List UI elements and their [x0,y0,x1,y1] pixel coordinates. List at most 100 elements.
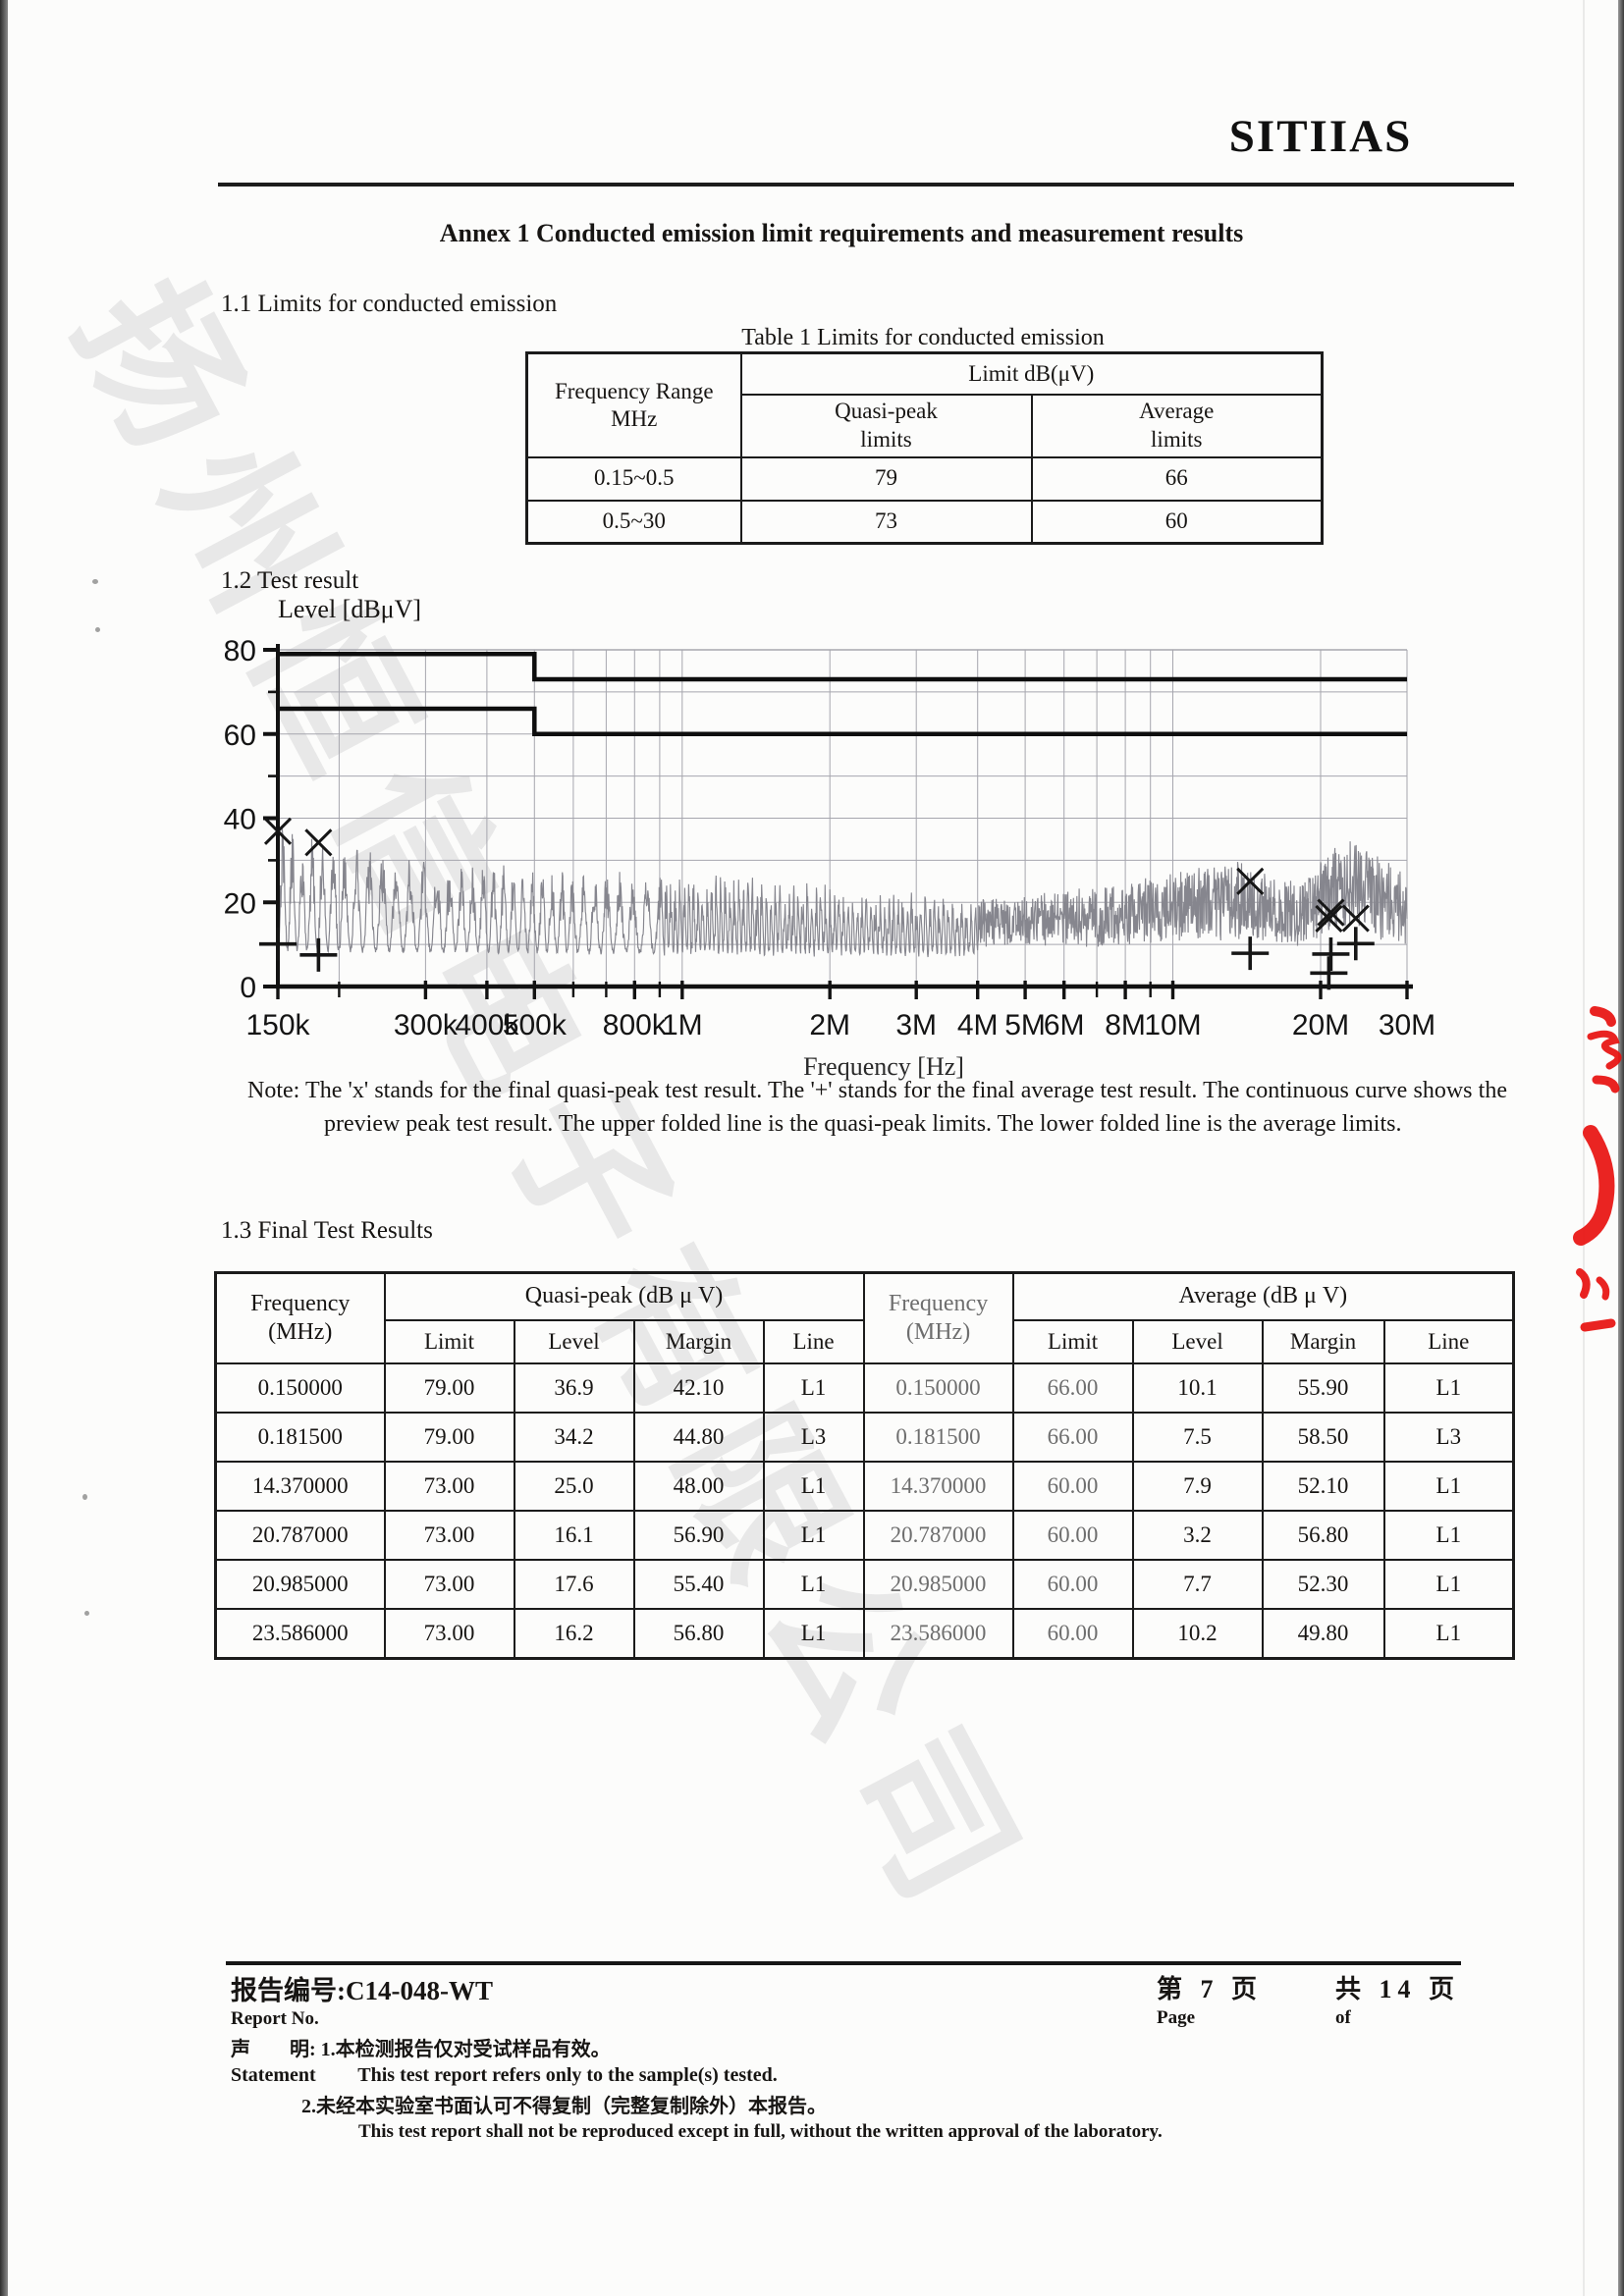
scan-speck [95,627,100,632]
page-title: Annex 1 Conducted emission limit require… [439,219,1244,247]
report-number: 报告编号:C14-048-WT [231,1969,1163,2007]
result-cell: 56.80 [632,1607,765,1659]
y-tick-label: 20 [224,887,256,920]
x-tick-label: 3M [895,1009,937,1041]
final-results-table: Frequency (MHz) Quasi-peak (dB μ V) Freq… [214,1271,1516,1660]
statement-line-zh: 声 明: 1.本检测报告仅对受试样品有效。 [231,2033,1163,2061]
result-cell: 0.150000 [214,1362,386,1414]
report-number-label-en: Report No. [231,2008,319,2029]
x-tick-label: 500k [503,1009,568,1041]
result-cell: 55.40 [632,1558,765,1610]
result-row: 20.985000 73.00 17.6 55.40 L1 20.985000 60.00 7… [214,1558,1515,1610]
result-cell: 66.00 [1011,1362,1134,1414]
result-cell: 7.5 [1131,1411,1264,1463]
result-cell: L1 [762,1509,865,1561]
preview-peak-curve [277,828,1408,958]
y-tick-label: 0 [240,972,256,1004]
quasi-peak-x-marker [263,817,293,845]
footer-statement-block: 报告编号:C14-048-WT Report No. 声 明: 1.本检测报告仅… [231,1969,1163,2143]
result-cell: 73.00 [383,1607,515,1659]
result-cell: 42.10 [632,1362,765,1414]
result-cell: 58.50 [1261,1411,1385,1463]
note-text: Note: The 'x' stands for the final quasi… [247,1078,1507,1138]
result-cell: 10.2 [1131,1607,1264,1659]
statement-item1-en: This test report refers only to the samp… [357,2064,778,2086]
result-cell: 73.00 [383,1460,515,1512]
section-1-1-heading: 1.1 Limits for conducted emission [221,291,558,317]
result-cell: L3 [762,1411,865,1463]
qp-level-header: Level [513,1318,635,1364]
quasi-peak-limits-header: Quasi-peak limits [739,393,1033,458]
qp-limit-header: Limit [383,1318,515,1364]
result-cell: 56.90 [632,1509,765,1561]
y-tick-label: 40 [224,804,256,836]
result-row: 20.787000 73.00 16.1 56.90 L1 20.787000 60.00 3… [214,1509,1515,1561]
result-row: 0.150000 79.00 36.9 42.10 L1 0.150000 66.00 10.… [214,1362,1515,1414]
result-cell: 14.370000 [214,1460,386,1512]
x-tick-label: 400k [455,1009,519,1041]
page-number: 第 7 页 Page [1157,1969,1263,2029]
avg-margin-header: Margin [1261,1318,1385,1364]
quasi-peak-group-header: Quasi-peak (dB μ V) [383,1271,865,1321]
qp-margin-header: Margin [632,1318,765,1364]
y-tick-label: 80 [224,635,256,667]
result-cell: L1 [762,1362,865,1414]
page-total: 共 14 页 of [1335,1969,1460,2029]
report-number-label-zh: 报告编号: [231,1976,346,2005]
result-cell: 20.787000 [862,1509,1014,1561]
page-total-en: of [1335,2007,1351,2028]
quasi-peak-limit-cell: 73 [739,499,1033,545]
result-cell: 52.30 [1261,1558,1385,1610]
quasi-peak-x-marker [1317,898,1345,927]
result-row: 23.586000 73.00 16.2 56.80 L1 23.586000 60.00 1… [214,1607,1515,1659]
result-cell: L1 [1382,1558,1515,1610]
x-tick-label: 10M [1144,1009,1201,1041]
average-limit-line [278,706,1407,737]
x-tick-label: 150k [245,1009,310,1041]
result-cell: L1 [1382,1460,1515,1512]
qp-line-header: Line [762,1318,865,1364]
result-cell: 16.2 [513,1607,635,1659]
result-cell: 60.00 [1011,1607,1134,1659]
x-tick-label: 2M [809,1009,850,1041]
scan-speck [84,1611,89,1616]
chart-x-axis-label: Frequency [Hz] [803,1052,964,1081]
result-cell: 79.00 [383,1362,515,1414]
result-cell: 7.9 [1131,1460,1264,1512]
mhz-label: (MHz) [268,1318,333,1345]
result-cell: 56.80 [1261,1509,1385,1561]
result-cell: L1 [1382,1362,1515,1414]
scan-speck [92,579,98,584]
result-cell: 49.80 [1261,1607,1385,1659]
chart-y-axis-label: Level [dBμV] [278,595,422,623]
limits-row: 0.5~30 73 60 [525,499,1324,545]
limits-table-limit-group-header: Limit dB(μV) [739,351,1324,396]
x-tick-label: 4M [957,1009,999,1041]
result-cell: 20.985000 [214,1558,386,1610]
x-tick-label: 800k [603,1009,668,1041]
statement-line-en: Statement This test report refers only t… [231,2064,1163,2087]
qp-frequency-header: Frequency (MHz) [214,1271,386,1364]
page-total-zh: 共 14 页 [1335,1975,1461,2003]
quasi-peak-limit-cell: 79 [739,455,1033,502]
result-cell: 60.00 [1011,1460,1134,1512]
result-cell: 34.2 [513,1411,635,1463]
result-cell: 60.00 [1011,1509,1134,1561]
section-1-2-heading: 1.2 Test result [221,567,359,594]
statement-item2-zh: 2.未经本实验室书面认可不得复制（完整复制除外）本报告。 [301,2096,827,2117]
limits-table: Frequency Range MHz Limit dB(μV) Quasi-p… [525,351,1324,545]
header-rule [218,183,1514,187]
result-cell: 0.181500 [862,1411,1014,1463]
result-cell: L1 [1382,1509,1515,1561]
x-tick-label: 1M [662,1009,703,1041]
statement-label-zh: 声 明: [231,2039,316,2060]
report-number-value: C14-048-WT [346,1976,493,2005]
frequency-label: Frequency [888,1290,989,1316]
result-cell: 0.181500 [214,1411,386,1463]
result-cell: 36.9 [513,1362,635,1414]
limits-row: 0.15~0.5 79 66 [525,455,1324,502]
frequency-range-cell: 0.15~0.5 [525,455,742,502]
result-cell: 79.00 [383,1411,515,1463]
statement-label-en: Statement [231,2064,316,2086]
